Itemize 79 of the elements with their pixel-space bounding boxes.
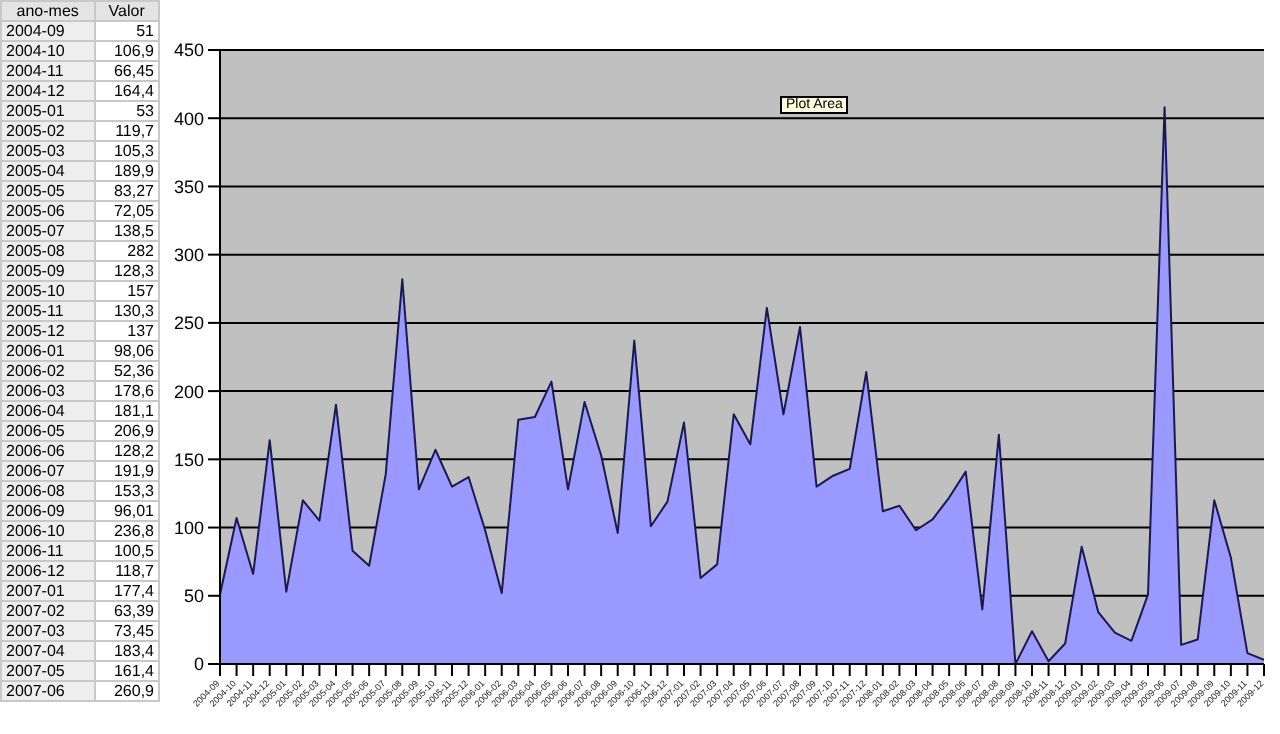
y-tick-label: 100 <box>173 517 204 538</box>
category-label: 2005-12 <box>1 321 95 341</box>
data-label: 51 <box>94 21 159 41</box>
category-label: 2005-01 <box>1 101 95 121</box>
data-label: 236,8 <box>94 521 159 541</box>
data-label: 260,9 <box>94 681 159 701</box>
category-label: 2006-09 <box>1 501 95 521</box>
data-label: 164,4 <box>94 81 159 101</box>
y-tick-label: 200 <box>173 381 204 402</box>
category-label: 2007-02 <box>1 601 95 621</box>
category-label: 2004-11 <box>1 61 95 81</box>
data-label: 73,45 <box>94 621 159 641</box>
data-label: 189,9 <box>94 161 159 181</box>
y-tick-label: 0 <box>193 654 204 675</box>
category-label: 2005-02 <box>1 121 95 141</box>
data-label: 282 <box>94 241 159 261</box>
data-label: 106,9 <box>94 41 159 61</box>
data-label: 161,4 <box>94 661 159 681</box>
y-tick-label: 350 <box>173 176 204 197</box>
y-tick-label: 300 <box>173 245 204 266</box>
category-label: 2005-05 <box>1 181 95 201</box>
data-label: 72,05 <box>94 201 159 221</box>
data-label: 157 <box>94 281 159 301</box>
data-label: 191,9 <box>94 461 159 481</box>
data-label: 128,2 <box>94 441 159 461</box>
category-label: 2006-07 <box>1 461 95 481</box>
category-label: 2006-12 <box>1 561 95 581</box>
data-label: 52,36 <box>94 361 159 381</box>
category-label: 2007-03 <box>1 621 95 641</box>
y-tick-label: 50 <box>183 586 204 607</box>
data-label: 63,39 <box>94 601 159 621</box>
data-label: 177,4 <box>94 581 159 601</box>
category-label: 2005-07 <box>1 221 95 241</box>
data-label: 181,1 <box>94 401 159 421</box>
y-tick-label: 450 <box>173 40 204 61</box>
data-label: 118,7 <box>94 561 159 581</box>
category-label: 2005-03 <box>1 141 95 161</box>
data-label: 138,5 <box>94 221 159 241</box>
data-label: 53 <box>94 101 159 121</box>
category-label: 2006-04 <box>1 401 95 421</box>
category-label: 2006-01 <box>1 341 95 361</box>
data-label: 137 <box>94 321 159 341</box>
category-label: 2007-01 <box>1 581 95 601</box>
data-label: 206,9 <box>94 421 159 441</box>
data-label: 83,27 <box>94 181 159 201</box>
data-label: 66,45 <box>94 61 159 81</box>
category-label: 2005-08 <box>1 241 95 261</box>
category-label: 2006-08 <box>1 481 95 501</box>
category-label: 2006-11 <box>1 541 95 561</box>
data-label: 98,06 <box>94 341 159 361</box>
category-label: 2005-10 <box>1 281 95 301</box>
y-tick-label: 400 <box>173 108 204 129</box>
category-label: 2007-05 <box>1 661 95 681</box>
data-label: 178,6 <box>94 381 159 401</box>
data-label: 119,7 <box>94 121 159 141</box>
text: ano-mes <box>1 1 95 21</box>
category-label: 2005-11 <box>1 301 95 321</box>
category-label: 2005-09 <box>1 261 95 281</box>
category-label: 2006-05 <box>1 421 95 441</box>
category-label: 2006-02 <box>1 361 95 381</box>
y-tick-label: 250 <box>173 313 204 334</box>
y-tick-label: 150 <box>173 449 204 470</box>
category-label: 2004-09 <box>1 21 95 41</box>
category-label: 2006-06 <box>1 441 95 461</box>
category-label: 2005-06 <box>1 201 95 221</box>
data-label: 183,4 <box>94 641 159 661</box>
category-label: 2007-04 <box>1 641 95 661</box>
data-label: 130,3 <box>94 301 159 321</box>
category-label: 2005-04 <box>1 161 95 181</box>
category-label: 2004-10 <box>1 41 95 61</box>
category-label: 2006-10 <box>1 521 95 541</box>
data-label: 105,3 <box>94 141 159 161</box>
data-label: 96,01 <box>94 501 159 521</box>
category-label: 2006-03 <box>1 381 95 401</box>
data-label: 153,3 <box>94 481 159 501</box>
text: Valor <box>94 1 159 21</box>
category-label: 2004-12 <box>1 81 95 101</box>
data-label: 100,5 <box>94 541 159 561</box>
data-label: 128,3 <box>94 261 159 281</box>
